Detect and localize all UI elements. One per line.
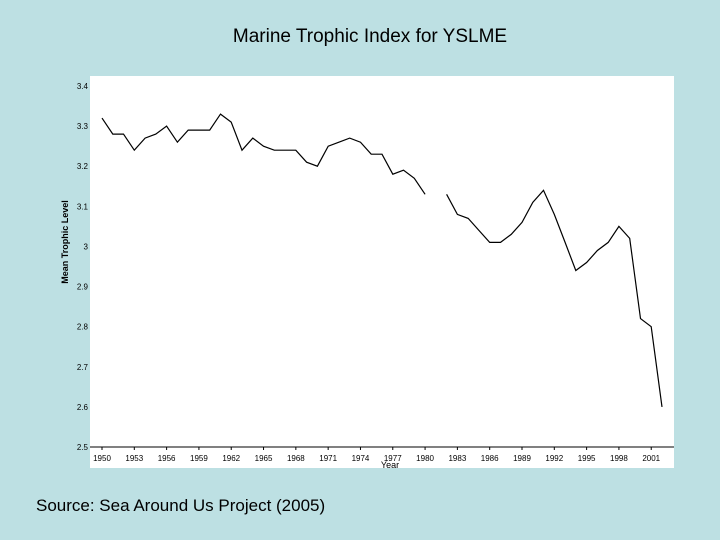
y-axis-label-area: Mean Trophic Level — [60, 200, 70, 284]
x-tick-label: 1995 — [578, 454, 596, 463]
x-tick-label: 1968 — [287, 454, 305, 463]
x-tick-label: 1950 — [93, 454, 111, 463]
y-tick-label: 3 — [84, 242, 89, 251]
x-tick-label: 1971 — [319, 454, 337, 463]
x-tick-label: 1953 — [125, 454, 143, 463]
series-line — [101, 113, 663, 407]
x-tick-label: 2001 — [642, 454, 660, 463]
y-tick-label: 2.8 — [77, 323, 89, 332]
x-tick-label: 1962 — [222, 454, 240, 463]
source-note: Source: Sea Around Us Project (2005) — [36, 496, 326, 515]
y-tick-overlay: 2.5 2.6 2.7 2.8 2.9 3 3.1 3.2 3.3 3.4 — [77, 82, 89, 452]
y-tick-label: 3.1 — [77, 202, 89, 211]
y-tick-label: 2.6 — [77, 403, 89, 412]
x-tick-label: 1974 — [352, 454, 370, 463]
chart-panel: 1950 1953 1956 1959 1962 1965 1968 1971 1974 1977… — [90, 76, 674, 468]
x-axis-ticks: 1950 1953 1956 1959 1962 1965 1968 1971 1974 1977… — [93, 447, 661, 463]
x-tick-label: 1956 — [158, 454, 176, 463]
x-tick-label: 1983 — [448, 454, 466, 463]
y-tick-label: 3.3 — [77, 122, 89, 131]
x-tick-label: 1992 — [545, 454, 563, 463]
x-tick-label: 1998 — [610, 454, 628, 463]
y-tick-label: 2.7 — [77, 363, 89, 372]
y-tick-label: 3.2 — [77, 162, 89, 171]
y-tick-label: 2.5 — [77, 443, 89, 452]
x-tick-label: 1980 — [416, 454, 434, 463]
x-tick-label: 1965 — [255, 454, 273, 463]
line-chart: 1950 1953 1956 1959 1962 1965 1968 1971 1974 1977… — [90, 113, 674, 468]
x-tick-label: 1977 — [384, 454, 402, 463]
x-tick-label: 1989 — [513, 454, 531, 463]
x-tick-label: 1986 — [481, 454, 499, 463]
y-axis-label: Mean Trophic Level — [60, 200, 70, 284]
slide-title: Marine Trophic Index for YSLME — [232, 26, 508, 47]
x-axis-label: Year — [381, 460, 399, 468]
y-tick-label: 3.4 — [77, 82, 89, 91]
y-tick-label: 2.9 — [77, 283, 89, 292]
x-tick-label: 1959 — [190, 454, 208, 463]
